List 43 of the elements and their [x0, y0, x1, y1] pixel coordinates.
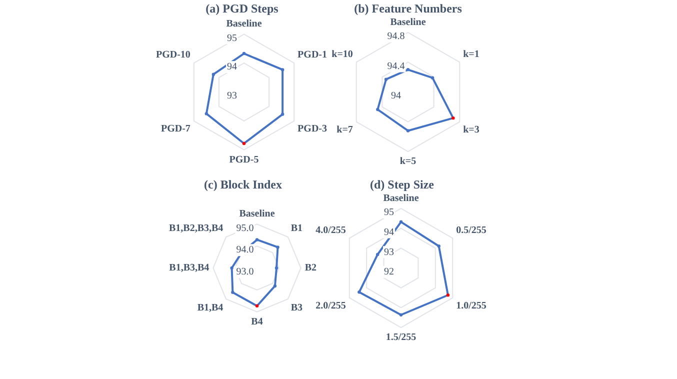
spoke-label: B1,B4 — [197, 302, 224, 314]
y-tick-label: 94.4 — [387, 60, 405, 72]
y-tick-label: 93.0 — [236, 266, 254, 278]
chart-title: (a) PGD Steps — [206, 1, 279, 16]
spoke-label: 1.0/255 — [456, 300, 486, 312]
spoke-label: B1 — [290, 222, 302, 234]
y-tick-label: 94 — [391, 90, 401, 102]
y-tick-label: 95 — [227, 32, 237, 44]
spoke-label: B4 — [251, 316, 263, 328]
spoke-label: k=3 — [463, 124, 480, 136]
y-tick-label: 94 — [227, 62, 237, 73]
y-tick-label: 93 — [384, 246, 394, 258]
spoke-label: PGD-5 — [229, 154, 259, 166]
spoke-label: 2.0/255 — [316, 300, 346, 312]
spoke-label: B3 — [290, 302, 302, 314]
spoke-label: k=1 — [463, 48, 480, 60]
y-tick-label: 95 — [384, 207, 394, 218]
spoke-label: PGD-1 — [298, 50, 328, 61]
spoke-label: PGD-7 — [160, 124, 190, 134]
spoke-label: Baseline — [383, 192, 420, 204]
spoke-label: Baseline — [226, 18, 262, 30]
spoke-label: k=10 — [332, 48, 353, 60]
spoke-label: B2 — [304, 262, 316, 274]
chart-title: (b) Feature Numbers — [354, 1, 462, 16]
spoke-label: 1.5/255 — [386, 332, 416, 344]
spoke-label: k=5 — [400, 156, 416, 168]
chart-title: (d) Step Size — [370, 177, 435, 192]
y-tick-label: 92 — [384, 266, 394, 278]
spoke-label: Baseline — [390, 16, 426, 28]
y-tick-label: 95.0 — [236, 222, 254, 234]
spoke-label: k=7 — [336, 124, 353, 136]
spoke-label: B1,B3,B4 — [169, 262, 210, 274]
spoke-label: 4.0/255 — [316, 224, 346, 236]
y-tick-label: 94 — [384, 226, 394, 238]
spoke-label: PGD-10 — [156, 50, 190, 61]
spoke-label: B1,B2,B3,B4 — [168, 222, 224, 234]
spoke-label: 0.5/255 — [456, 224, 486, 236]
y-tick-label: 93 — [227, 90, 237, 102]
spoke-label: PGD-3 — [298, 124, 328, 134]
chart-title: (c) Block Index — [204, 177, 282, 192]
spoke-label: Baseline — [239, 208, 276, 220]
y-tick-label: 94.8 — [387, 31, 405, 42]
y-tick-label: 94.0 — [236, 244, 254, 256]
